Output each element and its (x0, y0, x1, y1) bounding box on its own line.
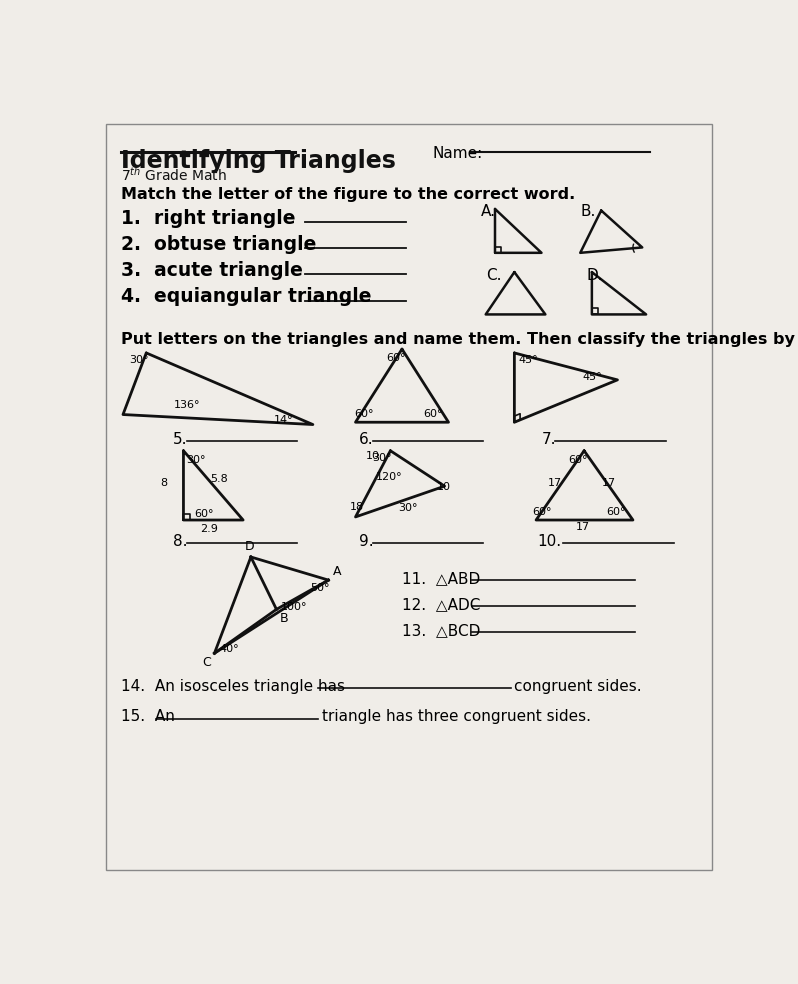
Text: 60°: 60° (606, 507, 626, 517)
Text: C.: C. (486, 269, 501, 283)
Text: 50°: 50° (310, 584, 330, 593)
Text: 17: 17 (575, 523, 590, 532)
Text: 30°: 30° (187, 456, 206, 465)
Text: triangle has three congruent sides.: triangle has three congruent sides. (322, 709, 591, 724)
Text: 14.  An isosceles triangle has: 14. An isosceles triangle has (121, 679, 346, 694)
Text: 8.: 8. (173, 534, 188, 549)
Text: B: B (279, 612, 288, 625)
Text: 13.  △BCD: 13. △BCD (402, 623, 480, 639)
Text: A.: A. (481, 205, 496, 219)
Text: 5.: 5. (173, 432, 188, 448)
Text: 10: 10 (437, 481, 451, 492)
Text: D.: D. (587, 269, 603, 283)
Text: D: D (244, 540, 254, 553)
Text: 10: 10 (366, 451, 381, 461)
Text: 30°: 30° (129, 355, 148, 365)
Text: 9.: 9. (359, 534, 374, 549)
Text: 3.  acute triangle: 3. acute triangle (121, 262, 303, 280)
Text: 60°: 60° (568, 455, 587, 464)
Text: 2.  obtuse triangle: 2. obtuse triangle (121, 235, 317, 254)
Text: 45°: 45° (518, 355, 538, 365)
Text: 17: 17 (602, 478, 616, 488)
Text: 100°: 100° (281, 601, 307, 612)
Text: A: A (333, 565, 342, 578)
Text: 30°: 30° (398, 503, 417, 513)
Text: 5.8: 5.8 (211, 474, 228, 484)
Text: 60°: 60° (386, 353, 405, 363)
Text: 40°: 40° (220, 644, 239, 654)
Text: Identifying Triangles: Identifying Triangles (121, 149, 397, 173)
Text: 12.  △ADC: 12. △ADC (402, 597, 480, 612)
Text: 10.: 10. (538, 534, 562, 549)
Text: 60°: 60° (532, 507, 551, 517)
Text: 6.: 6. (359, 432, 374, 448)
Text: 7.: 7. (542, 432, 556, 448)
Text: 60°: 60° (424, 409, 443, 419)
Text: 17: 17 (547, 478, 562, 488)
Text: 14°: 14° (275, 415, 294, 425)
Text: congruent sides.: congruent sides. (515, 679, 642, 694)
Text: 18: 18 (350, 502, 364, 512)
Text: Put letters on the triangles and name them. Then classify the triangles by their: Put letters on the triangles and name th… (121, 333, 798, 347)
Text: B.: B. (580, 205, 595, 219)
Text: 4.  equiangular triangle: 4. equiangular triangle (121, 287, 372, 306)
Text: 120°: 120° (376, 472, 402, 482)
Text: 2.9: 2.9 (200, 523, 219, 534)
Text: Name:: Name: (433, 146, 484, 160)
Text: 7$^{th}$ Grade Math: 7$^{th}$ Grade Math (121, 166, 227, 184)
Text: 1.  right triangle: 1. right triangle (121, 209, 296, 228)
Text: 45°: 45° (583, 372, 602, 382)
Text: 60°: 60° (354, 409, 373, 419)
Text: 15.  An: 15. An (121, 709, 176, 724)
Text: 11.  △ABD: 11. △ABD (402, 571, 480, 585)
Text: C: C (203, 655, 211, 668)
Text: 30°: 30° (373, 453, 392, 463)
Text: Match the letter of the figure to the correct word.: Match the letter of the figure to the co… (121, 187, 575, 203)
Text: 136°: 136° (173, 400, 200, 410)
Text: 60°: 60° (194, 510, 214, 520)
Text: 8: 8 (160, 478, 168, 488)
